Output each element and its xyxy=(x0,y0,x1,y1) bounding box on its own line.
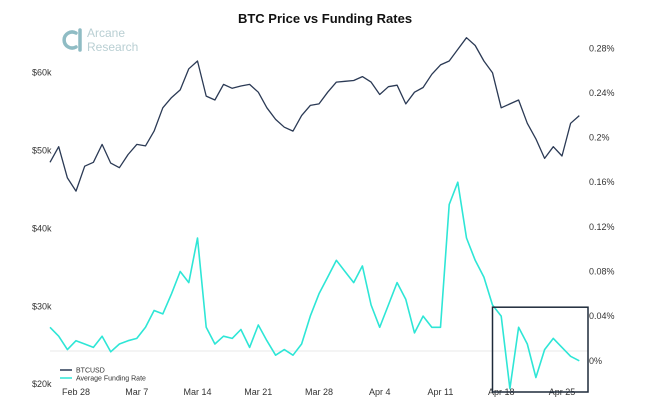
right-axis-tick: 0.24% xyxy=(589,88,615,98)
left-axis: $20k $30k $40k $50k $60k xyxy=(32,68,52,389)
right-axis-tick: 0.2% xyxy=(589,133,610,143)
series-line-btcusd xyxy=(49,37,580,192)
right-axis-tick: 0% xyxy=(589,356,602,366)
x-axis-tick: Apr 11 xyxy=(428,387,454,397)
x-axis-tick: Mar 7 xyxy=(125,387,148,397)
arcane-logo-icon xyxy=(62,28,82,52)
x-axis-tick: Mar 28 xyxy=(305,387,333,397)
right-axis-tick: 0.04% xyxy=(589,311,615,321)
right-axis-tick: 0.28% xyxy=(589,43,615,53)
right-axis-tick: 0.12% xyxy=(589,222,615,232)
arcane-research-logo: Arcane Research xyxy=(62,26,138,54)
left-axis-tick: $50k xyxy=(32,146,52,156)
x-axis-tick: Feb 28 xyxy=(62,387,90,397)
legend-label-btcusd: BTCUSD xyxy=(76,368,105,375)
highlight-box xyxy=(491,306,589,393)
legend: BTCUSD Average Funding Rate xyxy=(60,368,146,383)
left-axis-tick: $20k xyxy=(32,379,52,389)
left-axis-tick: $30k xyxy=(32,301,52,311)
left-axis-tick: $40k xyxy=(32,223,52,233)
x-axis-tick: Apr 4 xyxy=(369,387,391,397)
logo-text-line-1: Arcane xyxy=(87,26,125,40)
legend-label-average-funding-rate: Average Funding Rate xyxy=(76,376,146,383)
right-axis-tick: 0.16% xyxy=(589,177,615,187)
left-axis-tick: $60k xyxy=(32,68,52,78)
chart-title: BTC Price vs Funding Rates xyxy=(238,11,412,26)
x-axis-tick: Mar 14 xyxy=(184,387,212,397)
x-axis-tick: Mar 21 xyxy=(244,387,272,397)
series-line-average-funding-rate xyxy=(49,181,580,390)
right-axis: 0% 0.04% 0.08% 0.12% 0.16% 0.2% 0.24% 0.28% xyxy=(589,43,615,365)
logo-text-line-2: Research xyxy=(87,40,138,54)
right-axis-tick: 0.08% xyxy=(589,266,615,276)
